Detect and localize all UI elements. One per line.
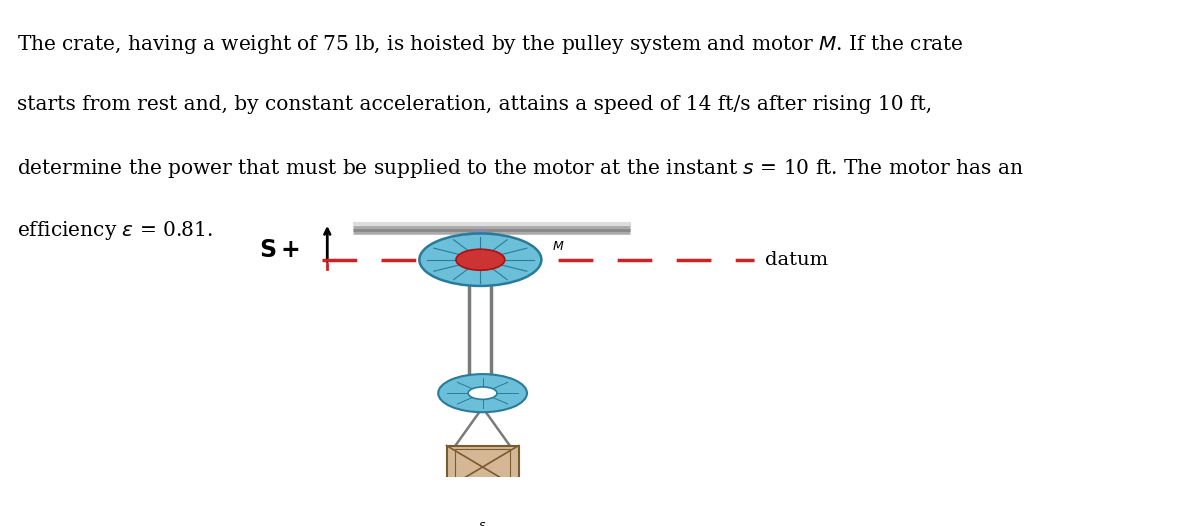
Text: $\mathbf{S+}$: $\mathbf{S+}$ — [259, 238, 300, 262]
Text: starts from rest and, by constant acceleration, attains a speed of 14 ft/s after: starts from rest and, by constant accele… — [17, 95, 931, 114]
Text: $s$: $s$ — [479, 520, 487, 526]
Circle shape — [419, 234, 541, 286]
Circle shape — [457, 250, 504, 270]
Text: The crate, having a weight of 75 lb, is hoisted by the pulley system and motor $: The crate, having a weight of 75 lb, is … — [17, 33, 964, 56]
Text: $M$: $M$ — [552, 240, 565, 253]
Text: datum: datum — [766, 251, 829, 269]
Circle shape — [456, 249, 505, 270]
Bar — [446, 446, 518, 489]
Bar — [456, 449, 510, 484]
Circle shape — [438, 374, 527, 412]
Circle shape — [468, 387, 497, 399]
Polygon shape — [467, 229, 493, 234]
Text: efficiency $\varepsilon$ = 0.81.: efficiency $\varepsilon$ = 0.81. — [17, 219, 212, 242]
Text: determine the power that must be supplied to the motor at the instant $s$ = 10 f: determine the power that must be supplie… — [17, 157, 1024, 180]
